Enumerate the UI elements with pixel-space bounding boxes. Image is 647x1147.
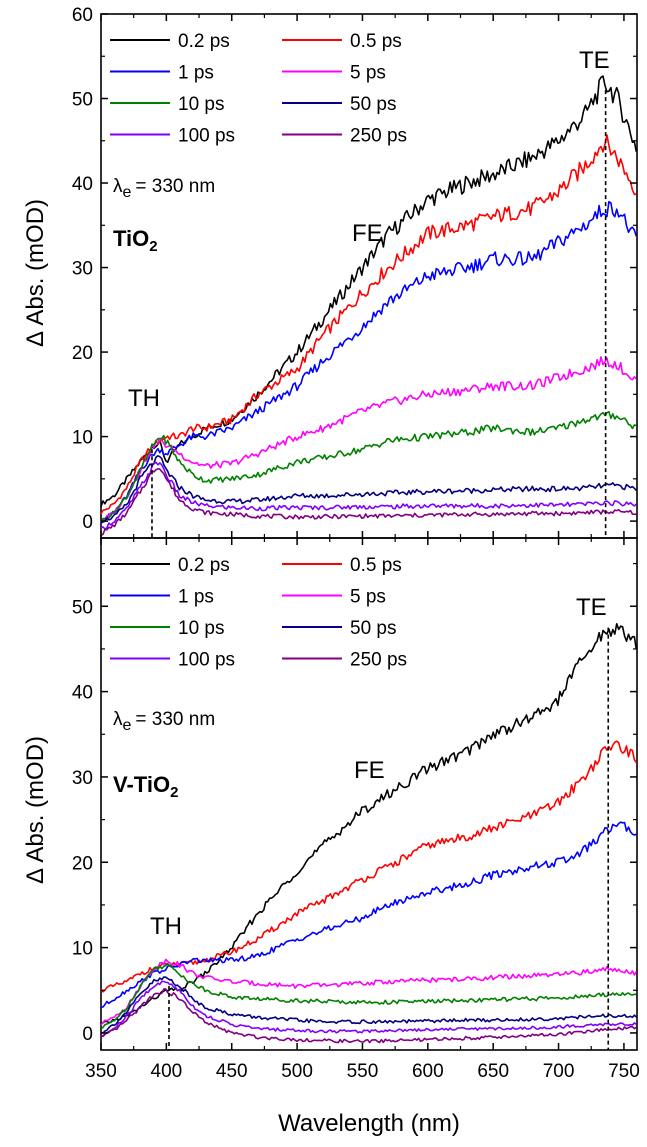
top-sample-label: TiO2	[113, 226, 158, 255]
top-y-tick-label: 60	[72, 5, 93, 26]
bottom-x-tick-label: 700	[543, 1061, 575, 1082]
top-legend: 0.2 ps 0.5 ps 1 ps 5 ps 10 ps 50 ps 100 ps 250 …	[110, 31, 407, 147]
bottom-x-tick-label: 350	[85, 1061, 117, 1082]
top-y-tick-label: 20	[72, 343, 93, 364]
top-y-tick-label: 30	[72, 259, 93, 280]
bottom-x-tick-label: 750	[608, 1061, 640, 1082]
bottom-legend-entry: 100 ps	[178, 650, 235, 671]
bottom-series-1-ps	[100, 821, 637, 1009]
top-plot-frame	[100, 13, 638, 539]
top-y-tick-label: 40	[72, 174, 93, 195]
bottom-legend-entry: 10 ps	[178, 618, 224, 639]
top-y-tick-label: 0	[82, 512, 93, 533]
bottom-legend-entry: 1 ps	[178, 587, 214, 608]
top-series-50-ps	[100, 455, 637, 524]
top-legend-entry: 50 ps	[350, 94, 396, 115]
top-te-label: TE	[579, 47, 610, 74]
bottom-y-tick-label: 30	[72, 768, 93, 789]
bottom-excitation-label: λe = 330 nm	[113, 709, 215, 734]
bottom-legend-entry: 250 ps	[350, 650, 407, 671]
top-legend-entry: 1 ps	[178, 63, 214, 84]
bottom-y-tick-label: 0	[82, 1024, 93, 1045]
bottom-series-100-ps	[100, 980, 637, 1038]
bottom-y-tick-label: 40	[72, 683, 93, 704]
top-ticks: 0 10 20 30 40 50 60	[72, 5, 637, 538]
bottom-x-tick-label: 400	[151, 1061, 183, 1082]
top-legend-entry: 0.5 ps	[350, 31, 402, 52]
top-panel: 0 10 20 30 40 50 60 0.2 ps 0.5 ps 1 ps 5 ps 10 ps 5…	[22, 5, 638, 539]
bottom-legend-entry: 0.5 ps	[350, 555, 402, 576]
bottom-series-250-ps	[100, 988, 637, 1044]
top-legend-entry: 250 ps	[350, 126, 407, 147]
bottom-legend: 0.2 ps 0.5 ps 1 ps 5 ps 10 ps 50 ps 100 ps 250 …	[110, 555, 407, 671]
bottom-te-label: TE	[576, 594, 607, 621]
bottom-y-tick-label: 20	[72, 853, 93, 874]
top-series-10-ps	[100, 410, 637, 523]
top-legend-entry: 100 ps	[178, 126, 235, 147]
x-axis-label: Wavelength (nm)	[278, 1110, 460, 1137]
top-legend-entry: 0.2 ps	[178, 31, 230, 52]
bottom-x-tick-label: 600	[412, 1061, 444, 1082]
bottom-th-label: TH	[150, 913, 182, 940]
bottom-plot-frame	[100, 537, 638, 1051]
bottom-series-group	[100, 623, 638, 1044]
bottom-ticks: 0 10 20 30 40 50 350 400 450 500 550 600 650 700 750	[72, 538, 640, 1082]
top-series-5-ps	[100, 356, 637, 523]
top-legend-entry: 5 ps	[350, 63, 386, 84]
bottom-sample-label: V-TiO2	[113, 772, 178, 801]
bottom-x-tick-label: 650	[477, 1061, 509, 1082]
bottom-y-axis-label: Δ Abs. (mOD)	[22, 736, 49, 884]
bottom-legend-entry: 50 ps	[350, 618, 396, 639]
top-series-100-ps	[100, 461, 637, 530]
bottom-y-tick-label: 10	[72, 939, 93, 960]
bottom-series-5-ps	[100, 958, 637, 1026]
top-y-axis-label: Δ Abs. (mOD)	[22, 199, 49, 347]
top-th-label: TH	[128, 385, 160, 412]
top-legend-entry: 10 ps	[178, 94, 224, 115]
top-series-0_5-ps	[100, 134, 637, 515]
bottom-series-50-ps	[100, 976, 637, 1034]
top-y-tick-label: 10	[72, 428, 93, 449]
bottom-series-10-ps	[100, 962, 637, 1030]
top-series-1-ps	[100, 200, 638, 524]
top-fe-label: FE	[352, 220, 383, 247]
bottom-legend-entry: 5 ps	[350, 587, 386, 608]
bottom-fe-label: FE	[354, 757, 385, 784]
bottom-x-tick-label: 500	[281, 1061, 313, 1082]
bottom-x-tick-label: 550	[347, 1061, 379, 1082]
top-series-group	[100, 75, 638, 537]
top-series-250-ps	[100, 468, 637, 537]
top-excitation-label: λe = 330 nm	[113, 176, 215, 201]
bottom-x-tick-label: 450	[216, 1061, 248, 1082]
bottom-panel: 0 10 20 30 40 50 350 400 450 500 550 600 650 700 750 0…	[22, 537, 640, 1137]
bottom-legend-entry: 0.2 ps	[178, 555, 230, 576]
bottom-y-tick-label: 50	[72, 597, 93, 618]
top-y-tick-label: 50	[72, 90, 93, 111]
